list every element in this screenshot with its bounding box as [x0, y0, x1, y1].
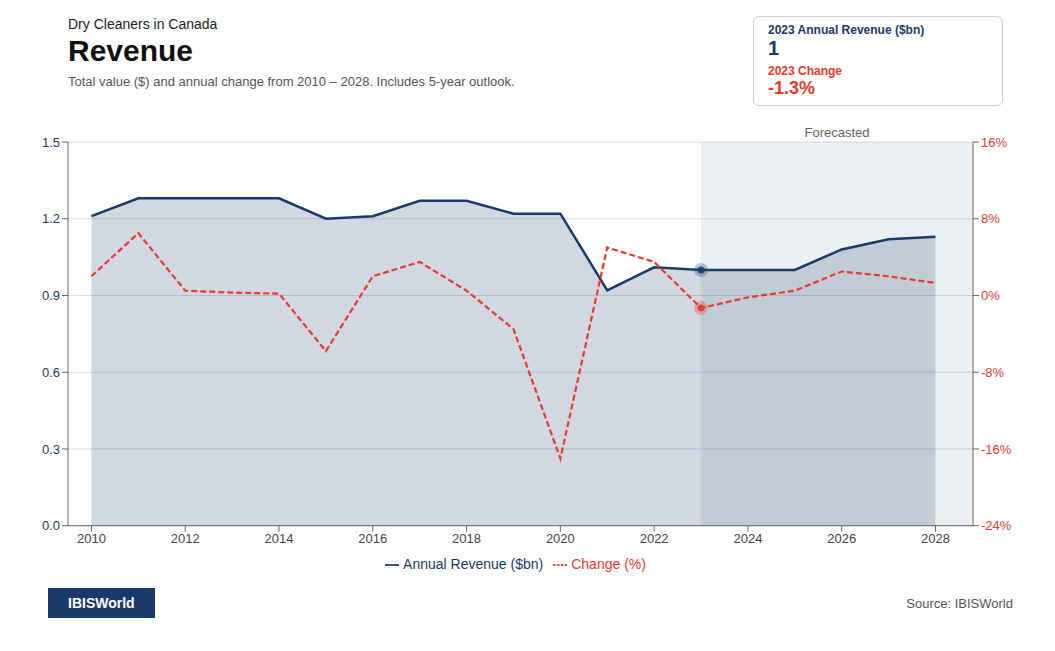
svg-text:0%: 0% — [981, 288, 1000, 303]
svg-text:2028: 2028 — [921, 531, 950, 546]
svg-text:2016: 2016 — [358, 531, 387, 546]
svg-text:2024: 2024 — [733, 531, 762, 546]
html-text:Source: IBISWorld: Source: IBISWorld — [906, 595, 1013, 611]
svg-text:2022: 2022 — [640, 531, 669, 546]
html-text:IBISWorld: IBISWorld — [68, 595, 135, 611]
html-text:Total value ($) and annual cha: Total value ($) and annual change from 2… — [68, 74, 515, 89]
html-text:Dry Cleaners in Canada: Dry Cleaners in Canada — [68, 16, 218, 32]
svg-text:-16%: -16% — [981, 442, 1012, 457]
html-text:1: 1 — [768, 37, 780, 59]
svg-text:2010: 2010 — [77, 531, 106, 546]
svg-text:0.3: 0.3 — [42, 442, 60, 457]
svg-text:8%: 8% — [981, 211, 1000, 226]
svg-text:2026: 2026 — [827, 531, 856, 546]
html-text:-1.3%: -1.3% — [768, 78, 815, 98]
html-text:Change (%): Change (%) — [571, 555, 646, 572]
svg-text:2014: 2014 — [265, 531, 294, 546]
svg-text:0.9: 0.9 — [42, 288, 60, 303]
html-text:2023 Change: 2023 Change — [768, 64, 842, 78]
svg-text:2012: 2012 — [171, 531, 200, 546]
svg-text:-24%: -24% — [981, 518, 1012, 533]
svg-text:-8%: -8% — [981, 365, 1005, 380]
html-text:Revenue: Revenue — [68, 34, 194, 67]
svg-text:1.5: 1.5 — [42, 135, 60, 150]
svg-text:2018: 2018 — [452, 531, 481, 546]
html-text:Annual Revenue ($bn): Annual Revenue ($bn) — [403, 555, 544, 572]
svg-text:0.6: 0.6 — [42, 365, 60, 380]
svg-text:1.2: 1.2 — [42, 211, 60, 226]
svg-text:0.0: 0.0 — [42, 518, 60, 533]
svg-text:Forecasted: Forecasted — [804, 125, 869, 140]
svg-text:2020: 2020 — [546, 531, 575, 546]
svg-text:16%: 16% — [981, 135, 1007, 150]
html-text:2023 Annual Revenue ($bn): 2023 Annual Revenue ($bn) — [768, 23, 925, 37]
